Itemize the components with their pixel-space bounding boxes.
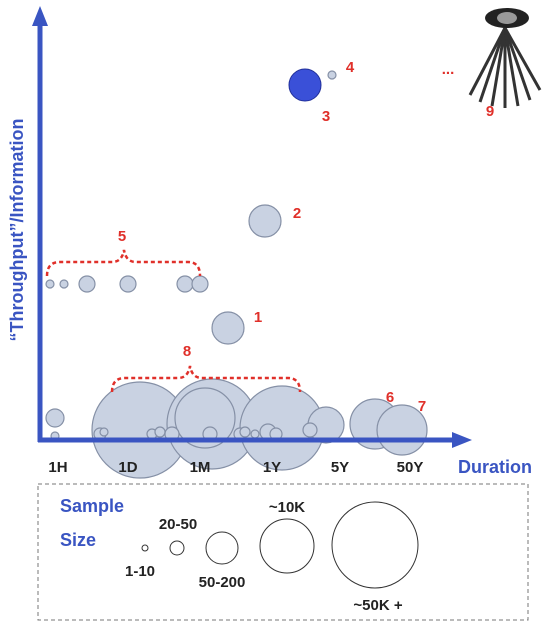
x-tick-label: 1D — [118, 459, 137, 476]
annotation: 6 — [386, 389, 394, 406]
bubble — [79, 276, 95, 292]
legend-label: ~50K + — [353, 597, 402, 614]
legend-circle — [206, 532, 238, 564]
annotation: 2 — [293, 205, 301, 222]
diagram: “Throughput”/Information Duration 1H 1D 1M… — [0, 0, 551, 627]
x-tick-label: 50Y — [397, 459, 424, 476]
bubble — [303, 423, 317, 437]
x-tick-label: 1H — [48, 459, 67, 476]
legend-label: 20-50 — [159, 516, 197, 533]
legend-circle — [142, 545, 148, 551]
legend-title: Size — [60, 530, 96, 550]
x-tick-label: 1M — [190, 459, 211, 476]
ellipsis: ... — [442, 61, 455, 78]
x-tick-label: 5Y — [331, 459, 349, 476]
annotation: 8 — [183, 343, 191, 360]
annotation: 3 — [322, 108, 330, 125]
bubble — [60, 280, 68, 288]
bubble-highlight — [289, 69, 321, 101]
x-label: Duration — [458, 457, 532, 477]
y-arrow — [32, 6, 48, 26]
x-arrow — [452, 432, 472, 448]
legend-label: 1-10 — [125, 563, 155, 580]
bubble — [46, 280, 54, 288]
bubble — [120, 276, 136, 292]
legend-circle — [170, 541, 184, 555]
legend-circle — [332, 502, 418, 588]
legend-title: Sample — [60, 496, 124, 516]
bubble — [249, 205, 281, 237]
bubble — [212, 312, 244, 344]
legend-circle — [260, 519, 314, 573]
annotation: 1 — [254, 309, 262, 326]
bubble — [192, 276, 208, 292]
bubble — [155, 427, 165, 437]
annotation: 9 — [486, 103, 494, 120]
annotation: 5 — [118, 228, 126, 245]
legend-label: ~10K — [269, 499, 305, 516]
eye-icon — [470, 8, 540, 108]
brace-5 — [47, 250, 200, 276]
annotation: 4 — [346, 59, 355, 76]
x-tick-label: 1Y — [263, 459, 281, 476]
y-label: “Throughput”/Information — [7, 119, 27, 342]
annotation: 7 — [418, 398, 426, 415]
bubble — [46, 409, 64, 427]
bubble — [240, 427, 250, 437]
bubble — [251, 430, 259, 438]
bubble — [328, 71, 336, 79]
bubbles — [46, 69, 427, 478]
bubble — [100, 428, 108, 436]
bubble — [177, 276, 193, 292]
legend-label: 50-200 — [199, 574, 246, 591]
